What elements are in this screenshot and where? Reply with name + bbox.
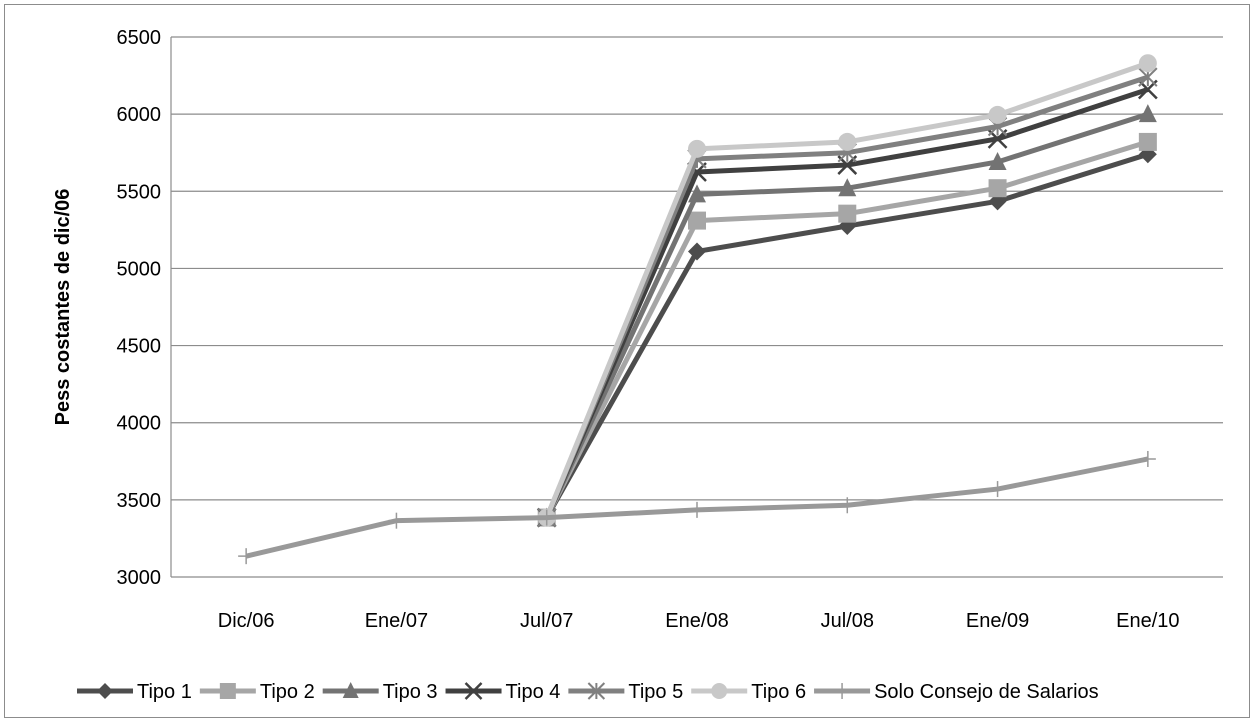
x-marker-stroke <box>464 682 483 700</box>
x-marker <box>464 682 483 700</box>
legend-item: Tipo 1 <box>77 681 192 703</box>
legend-item: Tipo 4 <box>445 681 561 703</box>
circle-marker <box>1138 54 1157 73</box>
triangle-marker <box>988 151 1007 170</box>
diamond-marker <box>688 242 706 261</box>
plus-marker <box>238 548 255 565</box>
plus-marker <box>689 501 705 518</box>
plus-marker <box>538 509 555 526</box>
circle-marker <box>688 139 706 158</box>
y-tick-label: 5000 <box>117 258 162 280</box>
square-marker <box>838 204 857 223</box>
series-line <box>544 60 1149 519</box>
legend-label: Tipo 4 <box>506 681 561 703</box>
x-tick-label: Dic/06 <box>218 610 275 632</box>
legend-label: Tipo 2 <box>260 681 315 703</box>
square-marker <box>688 211 706 230</box>
legend-item: Tipo 5 <box>568 681 683 703</box>
star-marker <box>587 682 606 700</box>
series-layer <box>238 54 1158 565</box>
legend-item: Tipo 6 <box>691 681 806 703</box>
y-tick-label: 5500 <box>117 181 162 203</box>
plus-marker <box>839 497 856 514</box>
y-tick-label: 6500 <box>117 27 162 49</box>
legend-label: Tipo 5 <box>628 681 683 703</box>
y-tick-label: 6000 <box>117 104 162 126</box>
legend-label: Tipo 1 <box>137 681 192 703</box>
legend-label: Solo Consejo de Salarios <box>874 681 1099 703</box>
square-marker <box>219 683 236 699</box>
legend-item: Tipo 3 <box>322 681 438 703</box>
legend-label: Tipo 6 <box>751 681 806 703</box>
triangle-marker <box>342 682 359 698</box>
circle-marker <box>988 105 1007 124</box>
x-tick-label: Ene/09 <box>966 610 1029 632</box>
square-marker <box>1138 132 1157 151</box>
y-tick-label: 3000 <box>117 567 162 589</box>
series-7 <box>238 450 1156 565</box>
chart-frame: 3000 3500 4000 4500 5000 5500 6000 6500 Dic/06 En… <box>4 4 1250 718</box>
x-tick-label: Ene/08 <box>665 610 728 632</box>
plus-marker <box>834 683 851 699</box>
diamond-marker <box>97 683 113 699</box>
triangle-marker <box>838 178 857 197</box>
legend: Tipo 1 Tipo 2 Tipo 3 Tipo 4 Tipo 5 Tipo 6 Solo… <box>77 681 1099 703</box>
plus-marker <box>1139 450 1156 467</box>
x-tick-label: Ene/10 <box>1116 610 1179 632</box>
triangle-marker <box>688 184 706 203</box>
plus-marker <box>388 512 405 529</box>
circle-marker <box>711 683 728 699</box>
axes: 3000 3500 4000 4500 5000 5500 6000 6500 Dic/06 En… <box>117 27 1180 632</box>
y-tick-label: 4000 <box>117 413 162 435</box>
line-chart: 3000 3500 4000 4500 5000 5500 6000 6500 Dic/06 En… <box>52 27 1223 703</box>
x-tick-label: Jul/08 <box>821 610 874 632</box>
x-tick-label: Ene/07 <box>365 610 428 632</box>
legend-item: Solo Consejo de Salarios <box>814 681 1099 703</box>
series-line <box>544 139 1149 519</box>
triangle-marker <box>1138 104 1157 123</box>
y-tick-label: 3500 <box>117 490 162 512</box>
legend-item: Tipo 2 <box>199 681 315 703</box>
square-marker <box>988 179 1007 198</box>
y-tick-label: 4500 <box>117 336 162 358</box>
legend-label: Tipo 3 <box>383 681 438 703</box>
circle-marker <box>838 132 857 151</box>
y-axis-label: Pess costantes de dic/06 <box>52 189 74 426</box>
plus-marker <box>989 481 1006 498</box>
series-6 <box>537 54 1157 527</box>
x-tick-label: Jul/07 <box>520 610 573 632</box>
